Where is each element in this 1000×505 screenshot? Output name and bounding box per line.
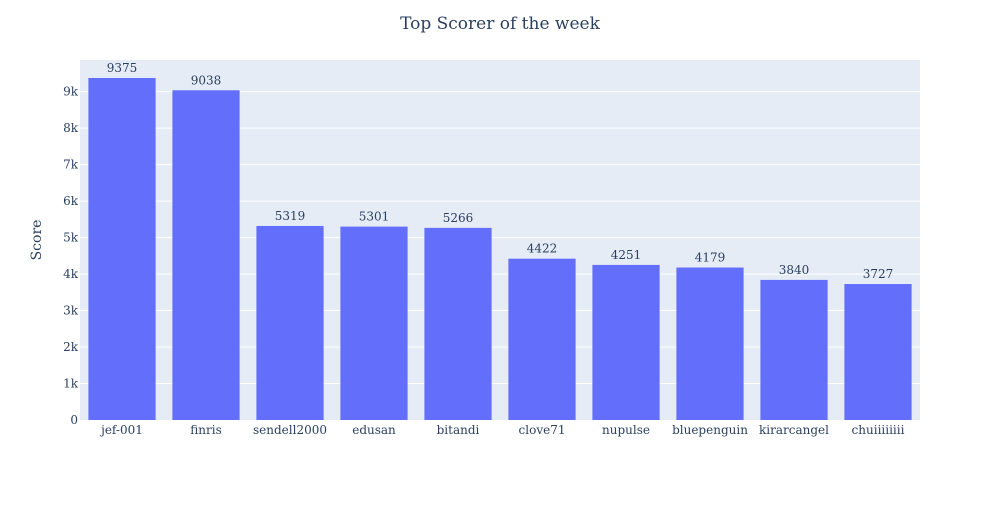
bar: [760, 279, 828, 420]
x-tick-label: jef-001: [99, 423, 143, 437]
bar: [424, 227, 492, 420]
y-tick-label: 2k: [63, 340, 79, 354]
bars: [88, 77, 912, 420]
bar: [592, 264, 660, 420]
x-tick-label: clove71: [519, 423, 566, 437]
bar-value-label: 9375: [107, 61, 138, 75]
x-axis-ticks: jef-001 finris sendell2000 edusan bitandi clo…: [99, 423, 904, 437]
y-tick-label: 8k: [63, 121, 79, 135]
bar-value-label: 5319: [275, 209, 306, 223]
y-tick-label: 5k: [63, 231, 79, 245]
y-tick-label: 4k: [63, 267, 79, 281]
x-tick-label: edusan: [352, 423, 396, 437]
y-tick-label: 3k: [63, 304, 79, 318]
x-tick-label: sendell2000: [253, 423, 327, 437]
bar: [172, 90, 240, 420]
bar-value-label: 4422: [527, 242, 558, 256]
x-tick-label: kirarcangel: [759, 423, 829, 437]
bar-value-label: 3727: [863, 267, 894, 281]
bar-value-label: 9038: [191, 73, 222, 87]
bar-value-label: 3840: [779, 263, 810, 277]
x-tick-label: bluepenguin: [672, 423, 748, 437]
y-tick-label: 6k: [63, 194, 79, 208]
bar-value-label: 4251: [611, 248, 642, 262]
bar: [676, 267, 744, 420]
x-tick-label: finris: [190, 423, 221, 437]
bar: [340, 226, 408, 420]
x-tick-label: bitandi: [437, 423, 480, 437]
bar-value-labels: 9375 9038 5319 5301 5266 4422 4251 4179 3840 3727: [107, 61, 894, 281]
bar: [88, 77, 156, 420]
bar-value-label: 4179: [695, 251, 726, 265]
bar-value-label: 5266: [443, 211, 474, 225]
bar-value-label: 5301: [359, 210, 390, 224]
x-tick-label: nupulse: [602, 423, 650, 437]
y-axis-title: Score: [29, 220, 45, 261]
y-tick-label: 7k: [63, 158, 79, 172]
chart-title: Top Scorer of the week: [400, 14, 601, 34]
y-tick-label: 9k: [63, 85, 79, 99]
y-tick-label: 1k: [63, 377, 79, 391]
bar: [256, 225, 324, 420]
y-tick-label: 0: [70, 413, 78, 427]
x-tick-label: chuiiiiiiii: [852, 423, 905, 437]
y-axis-ticks: 0 1k 2k 3k 4k 5k 6k 7k 8k 9k: [63, 85, 79, 427]
bar: [844, 284, 912, 420]
bar: [508, 258, 576, 420]
